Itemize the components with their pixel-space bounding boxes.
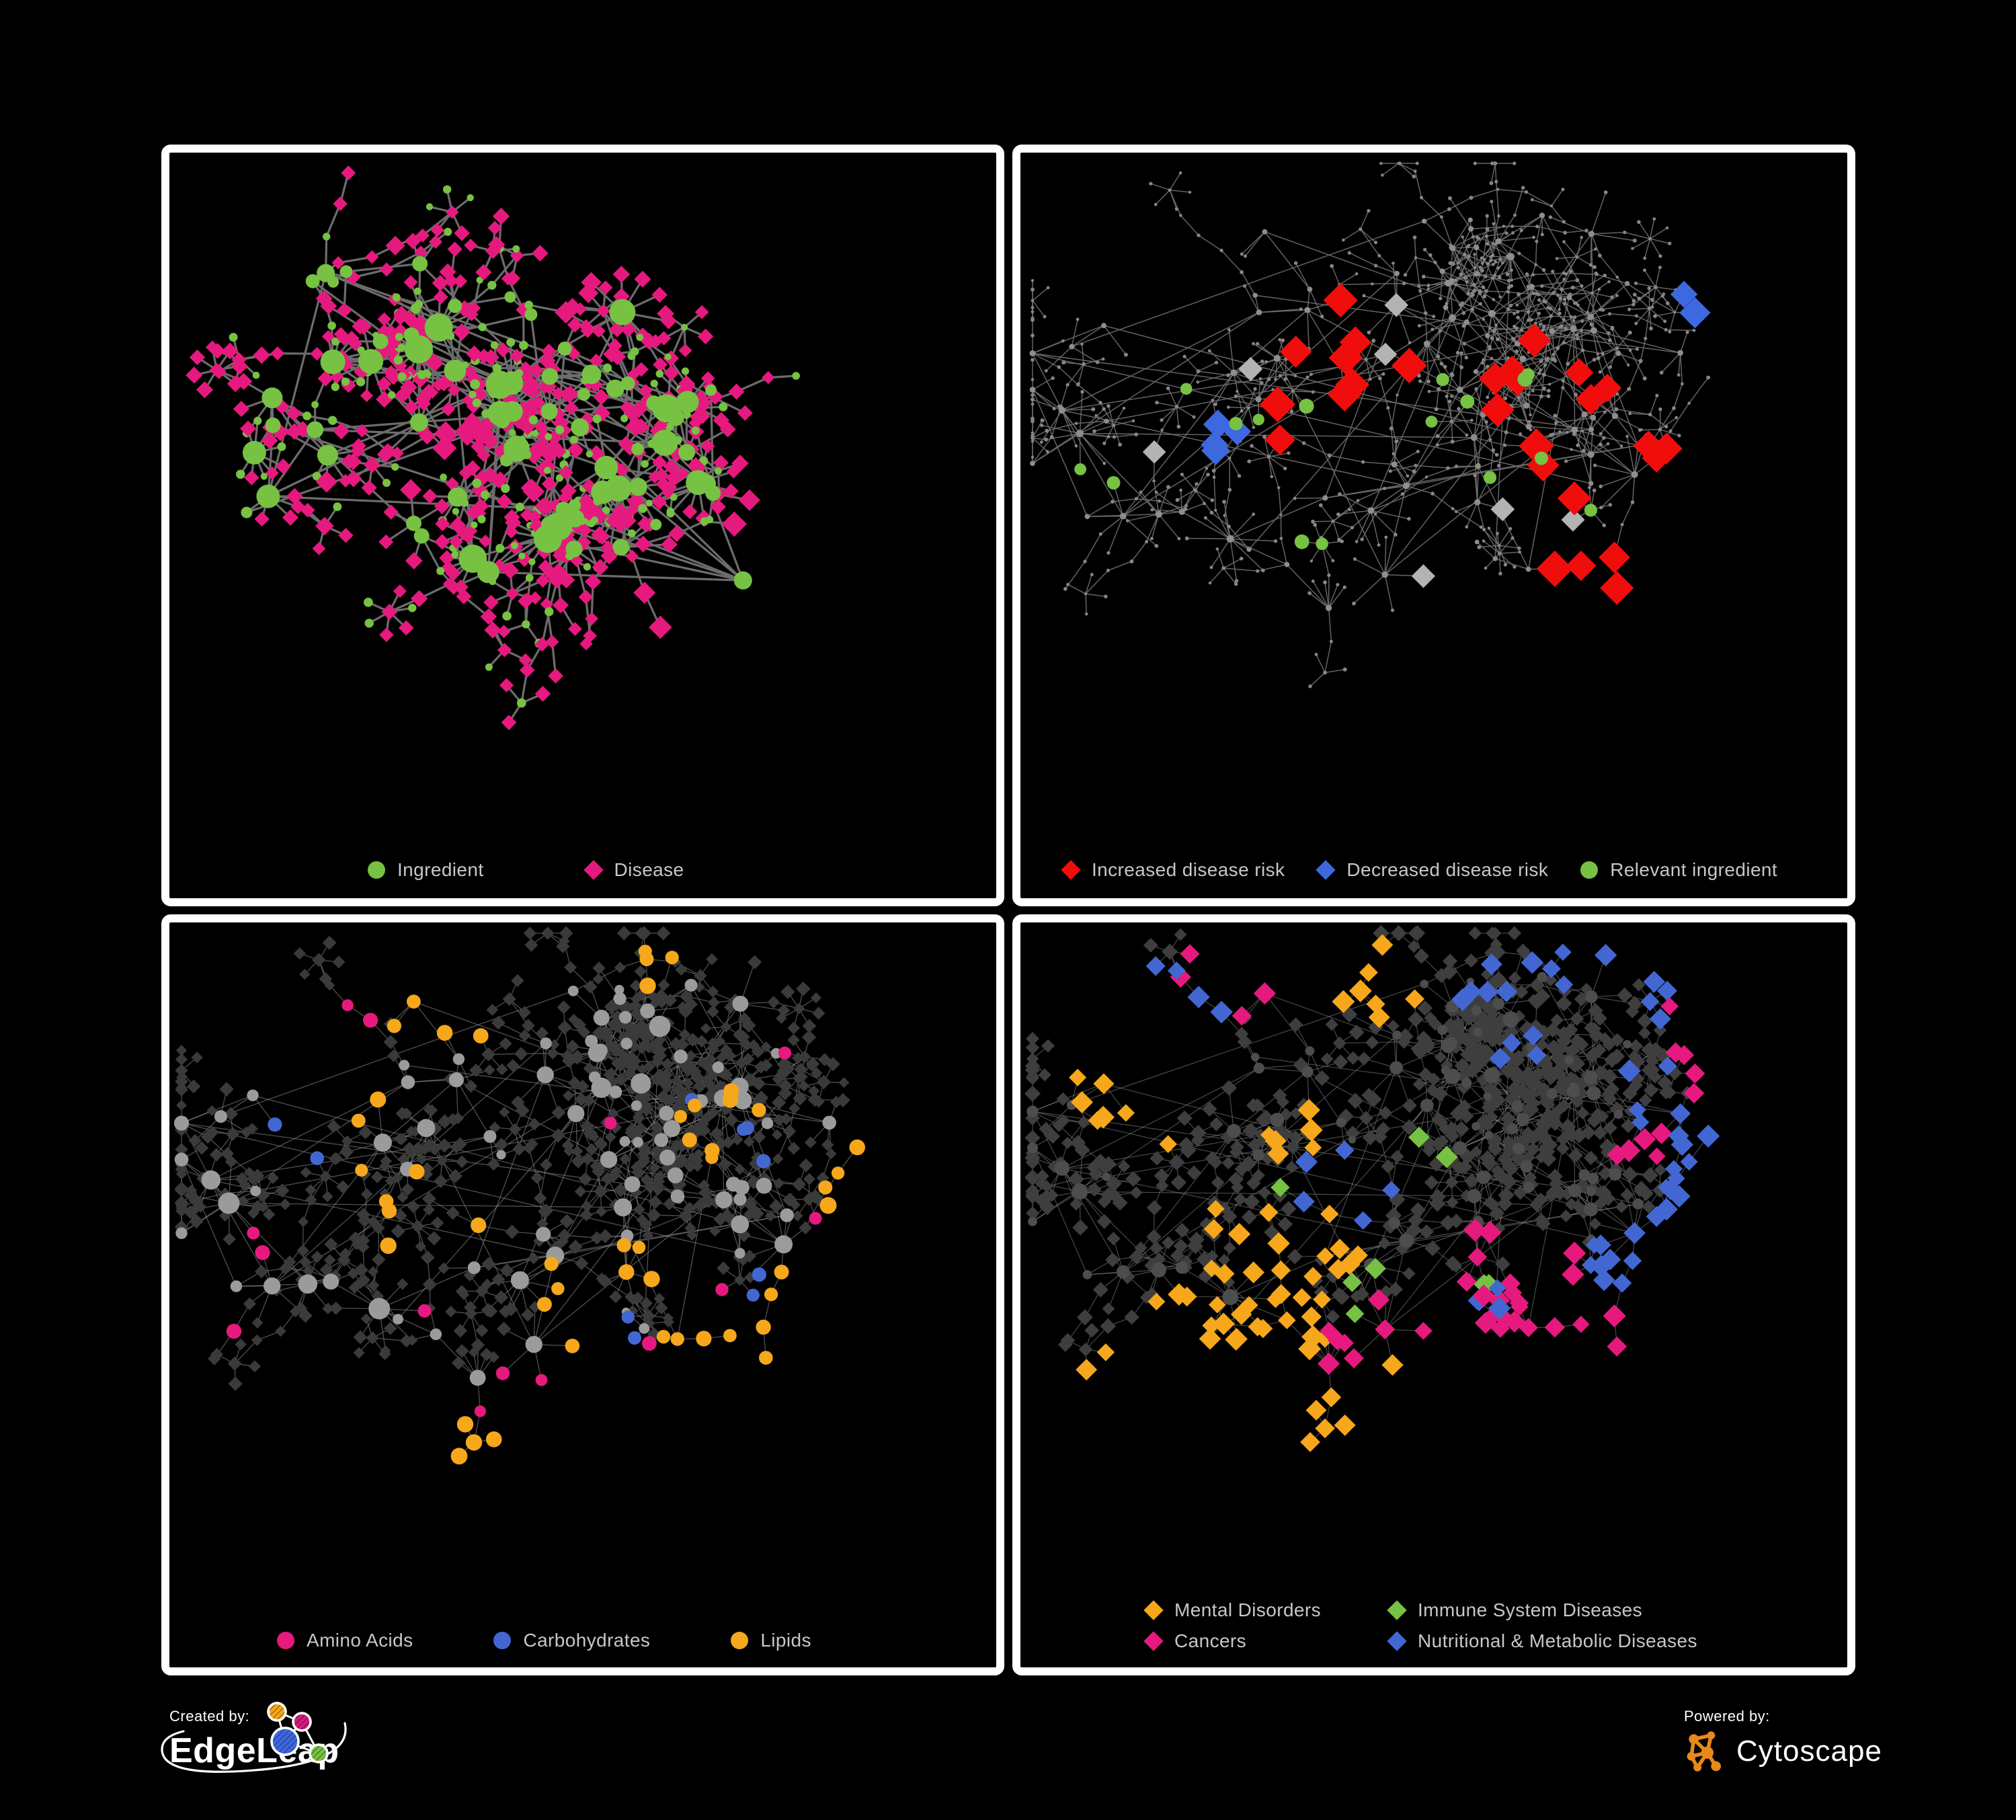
nutritional-metabolic-diseases-marker-icon <box>1387 1631 1407 1651</box>
legend-label: Cancers <box>1174 1630 1247 1651</box>
legend-nutrient-classes: Amino Acids Carbohydrates Lipids <box>169 1630 996 1651</box>
legend-item-ingredient: Ingredient <box>368 859 484 881</box>
legend-label: Mental Disorders <box>1174 1599 1322 1620</box>
panel-grid: Ingredient Disease Increased disease risk… <box>161 145 1855 1675</box>
disease-marker-icon <box>583 860 604 880</box>
legend-label: Carbohydrates <box>523 1630 651 1651</box>
created-by-block: Created by: EdgeLeap <box>169 1708 339 1771</box>
network-nutrient-classes <box>173 926 865 1465</box>
legend-item-lipids: Lipids <box>731 1630 811 1651</box>
legend-label: Lipids <box>760 1630 811 1651</box>
legend-label: Decreased disease risk <box>1346 859 1549 880</box>
network-disease-risk <box>1029 161 1711 688</box>
legend-ingredients-diseases: Ingredient Disease <box>169 859 996 881</box>
legend-item-disease: Disease <box>583 859 684 881</box>
mental-disorders-marker-icon <box>1143 1600 1164 1620</box>
legend-label: Relevant ingredient <box>1610 859 1778 880</box>
relevant-ingredient-marker-icon <box>1580 861 1599 879</box>
legend-label: Ingredient <box>397 859 484 880</box>
legend-disease-risk: Increased disease risk Decreased disease … <box>1020 859 1847 881</box>
increased-disease-risk-marker-icon <box>1061 860 1081 880</box>
legend-item-decreased-disease-risk: Decreased disease risk <box>1316 859 1549 881</box>
lipids-marker-icon <box>731 1632 749 1649</box>
legend-disease-categories: Mental Disorders Immune System Diseases Ca… <box>1143 1595 1697 1657</box>
panel-nutrient-classes: Amino Acids Carbohydrates Lipids <box>161 914 1004 1675</box>
immune-system-diseases-marker-icon <box>1387 1600 1407 1620</box>
powered-by-label: Powered by: <box>1684 1708 1770 1725</box>
legend-item-increased-disease-risk: Increased disease risk <box>1061 859 1285 881</box>
legend-label: Disease <box>614 859 684 880</box>
legend-item-immune-system-diseases: Immune System Diseases <box>1387 1599 1697 1621</box>
legend-item-cancers: Cancers <box>1143 1630 1388 1652</box>
legend-label: Increased disease risk <box>1092 859 1285 880</box>
legend-item-nutritional-metabolic-diseases: Nutritional & Metabolic Diseases <box>1387 1630 1697 1652</box>
network-disease-categories <box>1024 924 1720 1452</box>
decreased-disease-risk-marker-icon <box>1316 860 1336 880</box>
cancers-marker-icon <box>1143 1631 1164 1651</box>
legend-label: Immune System Diseases <box>1418 1599 1643 1620</box>
network-ingredients-diseases <box>186 165 800 730</box>
edgeleap-wordmark: EdgeLeap <box>169 1731 339 1770</box>
amino-acids-marker-icon <box>277 1632 294 1649</box>
legend-label: Amino Acids <box>307 1630 413 1651</box>
created-by-label: Created by: <box>169 1708 250 1725</box>
panel-ingredients-diseases: Ingredient Disease <box>161 145 1004 906</box>
panel-disease-categories: Mental Disorders Immune System Diseases Ca… <box>1012 914 1855 1675</box>
cytoscape-logo-icon <box>1687 1731 1721 1772</box>
cytoscape-wordmark: Cytoscape <box>1736 1735 1882 1768</box>
panel-disease-risk: Increased disease risk Decreased disease … <box>1012 145 1855 906</box>
powered-by-block: Powered by: Cytoscape <box>1684 1708 1882 1774</box>
ingredient-marker-icon <box>368 861 385 879</box>
carbohydrates-marker-icon <box>493 1632 512 1649</box>
legend-item-mental-disorders: Mental Disorders <box>1143 1599 1388 1621</box>
legend-item-relevant-ingredient: Relevant ingredient <box>1580 859 1777 881</box>
legend-item-amino-acids: Amino Acids <box>277 1630 413 1651</box>
legend-item-carbohydrates: Carbohydrates <box>493 1630 650 1651</box>
legend-label: Nutritional & Metabolic Diseases <box>1418 1630 1697 1651</box>
